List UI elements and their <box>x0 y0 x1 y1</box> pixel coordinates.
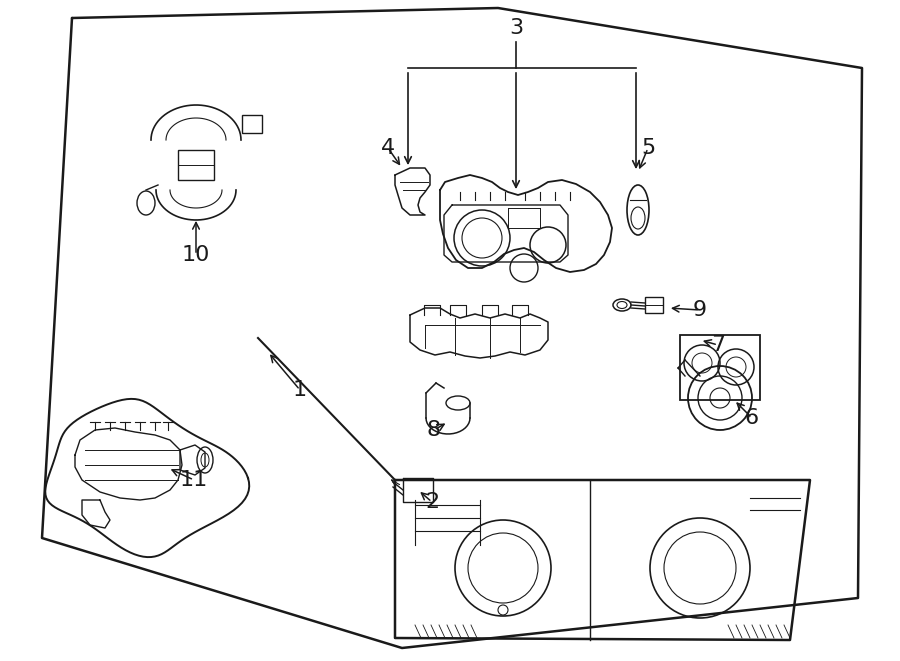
Text: 3: 3 <box>508 18 523 38</box>
Text: 4: 4 <box>381 138 395 158</box>
Bar <box>178 150 214 180</box>
Text: 6: 6 <box>745 408 759 428</box>
Text: 10: 10 <box>182 245 211 265</box>
Text: 11: 11 <box>180 470 208 490</box>
Text: 8: 8 <box>427 420 441 440</box>
Text: 5: 5 <box>641 138 655 158</box>
Text: 2: 2 <box>425 492 439 512</box>
Text: 1: 1 <box>292 380 307 400</box>
Bar <box>242 115 262 133</box>
Text: 9: 9 <box>693 300 707 320</box>
Bar <box>645 297 663 313</box>
Bar <box>680 335 760 400</box>
Text: 7: 7 <box>711 335 725 355</box>
